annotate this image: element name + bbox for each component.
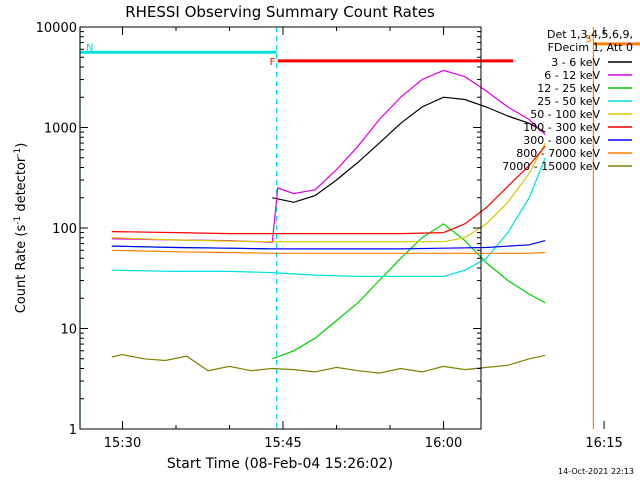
plot-area <box>79 27 594 429</box>
y-tick-label: 10 <box>60 323 77 338</box>
series-line-6 <box>111 240 546 250</box>
x-tick-label: 15:30 <box>104 436 141 451</box>
flag-label-F: F <box>270 57 276 68</box>
legend-label-4: 50 - 100 keV <box>530 108 600 121</box>
y-tick-label: 1 <box>69 423 77 438</box>
y-axis: 1 10 100 1000 10000 <box>36 21 481 438</box>
y-tick-label: 100 <box>52 222 77 237</box>
legend-label-8: 7000 - 15000 keV <box>502 160 600 173</box>
series-line-2 <box>111 223 546 360</box>
flag-label-N: N <box>86 42 93 53</box>
flag-label-S: S <box>585 34 591 45</box>
legend-label-6: 300 - 800 keV <box>523 134 600 147</box>
y-axis-label: Count Rate (s-1 detector-1) <box>13 143 29 314</box>
plot-flags: N F S <box>80 34 640 68</box>
y-tick-label: 10000 <box>36 21 77 36</box>
legend-label-1: 6 - 12 keV <box>544 69 600 82</box>
x-axis-label: Start Time (08-Feb-04 15:26:02) <box>167 456 393 472</box>
legend-header-line-2: FDecim 1, Att 0 <box>548 41 633 54</box>
footer-timestamp: 14-Oct-2021 22:13 <box>558 467 634 476</box>
legend-label-7: 800 - 7000 keV <box>516 147 600 160</box>
chart-title: RHESSI Observing Summary Count Rates <box>125 3 435 21</box>
series-line-3 <box>111 157 546 277</box>
legend-label-3: 25 - 50 keV <box>537 95 600 108</box>
y-tick-label: 1000 <box>44 122 77 137</box>
series-line-5 <box>111 145 546 235</box>
series-line-8 <box>111 353 546 374</box>
series-line-0 <box>272 96 546 203</box>
legend-label-5: 100 - 300 keV <box>523 121 600 134</box>
x-tick-label: 16:00 <box>425 436 462 451</box>
x-tick-label: 16:15 <box>585 436 622 451</box>
legend-header-line-1: Det 1,3,4,5,6,9, <box>547 28 633 41</box>
series-line-7 <box>111 249 546 254</box>
series-line-4 <box>111 142 546 243</box>
legend-label-2: 12 - 25 keV <box>537 82 600 95</box>
legend-label-0: 3 - 6 keV <box>551 56 600 69</box>
x-tick-label: 15:45 <box>264 436 301 451</box>
